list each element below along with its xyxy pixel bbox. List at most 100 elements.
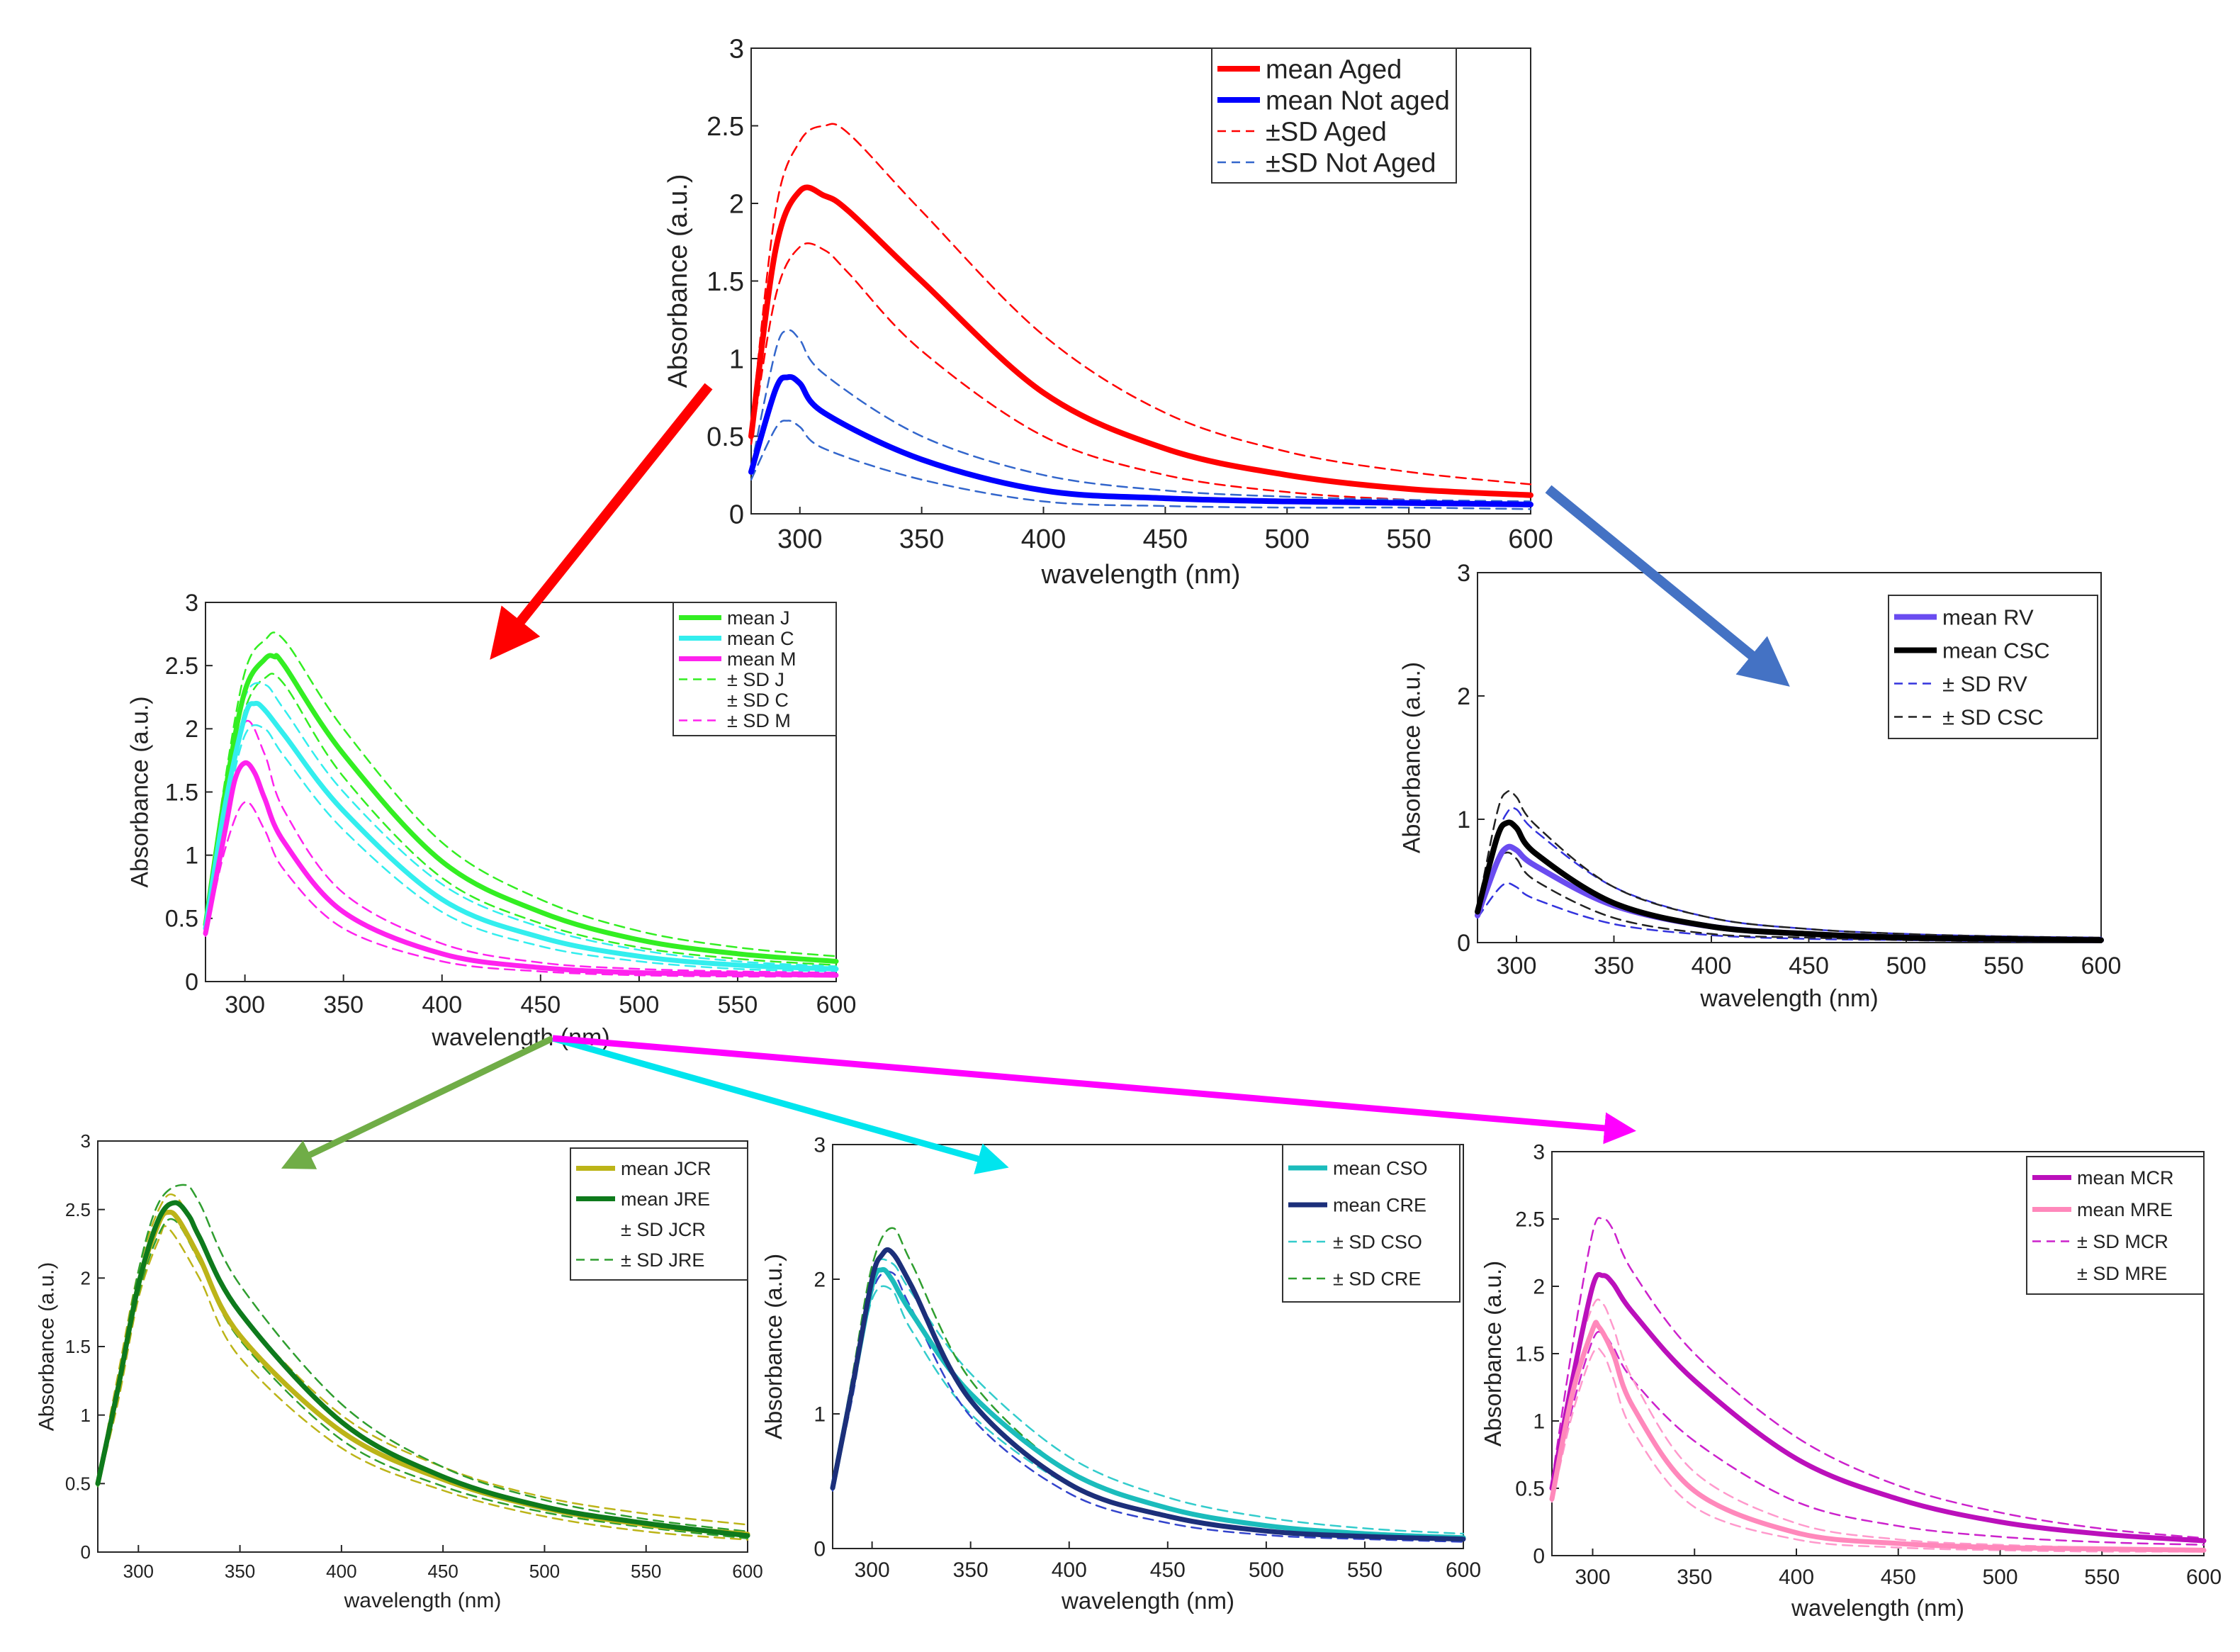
legend-label: ± SD CSO bbox=[1333, 1232, 1422, 1253]
x-tick-label: 600 bbox=[1446, 1558, 1481, 1582]
legend-label: ± SD C bbox=[727, 690, 789, 711]
x-tick-label: 500 bbox=[1265, 524, 1310, 554]
x-tick-label: 550 bbox=[1983, 953, 2024, 979]
legend-label: mean JCR bbox=[621, 1158, 711, 1179]
x-tick-label: 550 bbox=[2084, 1566, 2120, 1589]
x-tick-label: 500 bbox=[529, 1561, 560, 1582]
y-tick-label: 1 bbox=[1457, 807, 1470, 833]
y-axis-label: Absorbance (a.u.) bbox=[1398, 662, 1425, 853]
y-tick-label: 1 bbox=[729, 344, 744, 374]
chart-panel-bottom-right: 300 350 400 450 500 550 600 0 0.5 1 1.5 2 2.5 3 wavele… bbox=[1480, 1141, 2222, 1622]
legend-label: mean C bbox=[727, 628, 794, 649]
y-tick-label: 1.5 bbox=[707, 267, 744, 297]
series-line--sd-jre bbox=[96, 1184, 749, 1533]
y-tick-label: 1 bbox=[1533, 1410, 1545, 1434]
y-tick-label: 1.5 bbox=[1515, 1343, 1545, 1366]
legend-label: ± SD CSC bbox=[1942, 705, 2044, 730]
series-line--sd-j bbox=[204, 631, 838, 957]
legend-label: mean JRE bbox=[621, 1189, 710, 1210]
series-line-mean-m bbox=[203, 760, 839, 978]
x-tick-label: 350 bbox=[953, 1558, 989, 1582]
series-line-mean-mre bbox=[1549, 1320, 2207, 1553]
y-tick-label: 1 bbox=[814, 1403, 826, 1427]
x-tick-label: 600 bbox=[2186, 1566, 2222, 1589]
x-axis-label: wavelength (nm) bbox=[1061, 1588, 1234, 1614]
series-line-sd-bound bbox=[1550, 1347, 2205, 1553]
y-tick-label: 0 bbox=[1533, 1545, 1545, 1568]
x-tick-label: 500 bbox=[1249, 1558, 1284, 1582]
legend-label: ± SD RV bbox=[1942, 672, 2027, 697]
y-tick-label: 1.5 bbox=[65, 1336, 91, 1357]
y-tick-label: 1 bbox=[185, 843, 198, 870]
legend-label: ± SD MCR bbox=[2077, 1231, 2168, 1252]
y-tick-label: 0 bbox=[814, 1538, 826, 1561]
y-tick-label: 0.5 bbox=[1515, 1478, 1545, 1501]
series-line-mean-aged bbox=[748, 184, 1533, 498]
y-tick-label: 2 bbox=[81, 1267, 91, 1288]
legend-label: mean CSO bbox=[1333, 1158, 1428, 1179]
legend-label: ± SD MRE bbox=[2077, 1263, 2167, 1284]
y-axis-label: Absorbance (a.u.) bbox=[35, 1262, 59, 1431]
arrow-top-to-mid-left bbox=[490, 383, 713, 660]
x-tick-label: 300 bbox=[1575, 1566, 1610, 1589]
x-tick-label: 350 bbox=[899, 524, 944, 554]
y-tick-label: 2 bbox=[1457, 683, 1470, 710]
legend-label: mean RV bbox=[1942, 605, 2034, 630]
y-tick-label: 2 bbox=[729, 189, 744, 219]
x-tick-label: 350 bbox=[225, 1561, 255, 1582]
x-tick-label: 550 bbox=[631, 1561, 661, 1582]
y-axis-label: Absorbance (a.u.) bbox=[1480, 1261, 1506, 1446]
x-axis-label: wavelength (nm) bbox=[1791, 1595, 1964, 1621]
y-tick-label: 2.5 bbox=[707, 112, 744, 142]
series-line-mean-cre bbox=[830, 1247, 1466, 1542]
chart-panel-bottom-middle: 300 350 400 450 500 550 600 0 1 2 3 wavelength (nm)… bbox=[760, 1134, 1481, 1614]
x-tick-label: 400 bbox=[1779, 1566, 1814, 1589]
y-tick-label: 3 bbox=[81, 1130, 91, 1152]
legend-label: ±SD Not Aged bbox=[1266, 149, 1436, 179]
series-line-sd-bound bbox=[750, 420, 1532, 510]
x-tick-label: 450 bbox=[1150, 1558, 1186, 1582]
chart-panel-mid-right: 300 350 400 450 500 550 600 0 1 2 3 wavelength (nm)… bbox=[1398, 560, 2121, 1012]
x-tick-label: 300 bbox=[1497, 953, 1537, 979]
legend-label: mean CRE bbox=[1333, 1195, 1426, 1216]
x-tick-label: 550 bbox=[1347, 1558, 1383, 1582]
x-tick-label: 450 bbox=[1881, 1566, 1916, 1589]
x-tick-label: 300 bbox=[777, 524, 822, 554]
x-tick-label: 400 bbox=[422, 991, 462, 1018]
y-axis-label: Absorbance (a.u.) bbox=[126, 696, 153, 887]
x-tick-label: 300 bbox=[123, 1561, 154, 1582]
arrow-mid-left-to-bottom-right bbox=[552, 1035, 1636, 1145]
y-tick-label: 2 bbox=[814, 1269, 826, 1292]
chart-panel-mid-left: 300 350 400 450 500 550 60000.511.522.53wavele… bbox=[126, 590, 856, 1051]
x-tick-label: 600 bbox=[2081, 953, 2122, 979]
x-tick-label: 500 bbox=[1982, 1566, 2017, 1589]
y-tick-label: 3 bbox=[185, 590, 198, 617]
y-tick-label: 0 bbox=[1457, 930, 1470, 957]
x-axis-label: wavelength (nm) bbox=[1041, 560, 1241, 590]
y-tick-label: 3 bbox=[729, 34, 744, 64]
arrow-mid-left-to-bottom-middle bbox=[551, 1035, 1009, 1174]
legend: mean MCR mean MRE ± SD MCR ± SD MRE bbox=[2026, 1156, 2205, 1295]
series-line-sd-bound bbox=[96, 1225, 749, 1541]
legend-label: mean M bbox=[727, 648, 797, 670]
series-line--sd-not-aged bbox=[750, 329, 1532, 502]
y-tick-label: 3 bbox=[1533, 1141, 1545, 1164]
series-line-sd-bound bbox=[750, 242, 1532, 506]
x-tick-label: 400 bbox=[326, 1561, 356, 1582]
y-tick-label: 0 bbox=[81, 1541, 91, 1563]
x-tick-label: 300 bbox=[855, 1558, 890, 1582]
x-tick-label: 500 bbox=[619, 991, 660, 1018]
legend-label: ± SD JCR bbox=[621, 1219, 706, 1240]
x-tick-label: 350 bbox=[1677, 1566, 1712, 1589]
y-tick-label: 1 bbox=[81, 1405, 91, 1426]
y-tick-label: 0.5 bbox=[165, 906, 198, 933]
y-tick-label: 0.5 bbox=[707, 422, 744, 452]
x-tick-label: 550 bbox=[718, 991, 758, 1018]
legend-label: ± SD JRE bbox=[621, 1249, 704, 1271]
y-axis-label: Absorbance (a.u.) bbox=[663, 174, 693, 388]
legend-label: mean J bbox=[727, 607, 790, 629]
legend: mean RV mean CSC ± SD RV ± SD CSC bbox=[1888, 595, 2098, 739]
legend-label: ±SD Aged bbox=[1266, 118, 1387, 147]
